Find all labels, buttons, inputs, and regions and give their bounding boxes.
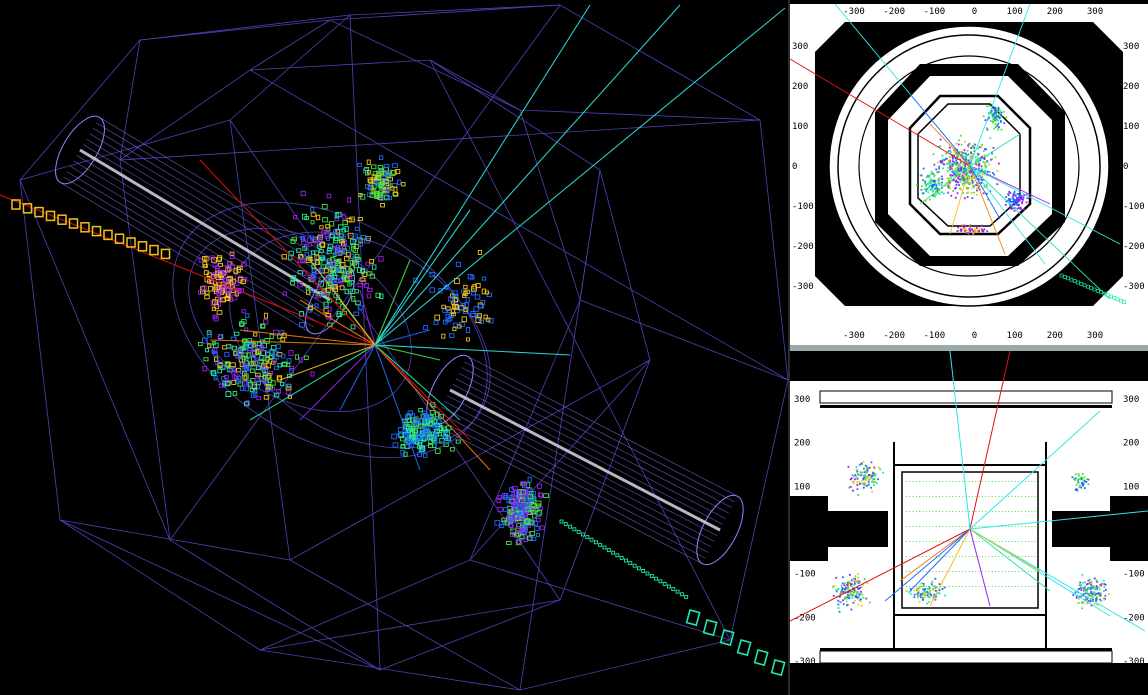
axis-tick-label: 200 — [1047, 331, 1063, 341]
axis-tick-label: -300 — [843, 331, 865, 341]
xy-end-view[interactable]: -300 -200 -100 0 100 200 300 -300 -200 -100 0 100 20… — [790, 4, 1148, 345]
axis-tick-label: -100 — [794, 570, 816, 580]
axis-tick-label: -300 — [823, 685, 845, 695]
rz-side-view[interactable]: -300 -200 -100 0 100 200 300 -300 -200 -100 0 100 20… — [790, 351, 1148, 695]
axis-tick-label: 100 — [792, 122, 808, 132]
axis-tick-label: 0 — [792, 162, 797, 172]
axis-tick-label: -200 — [868, 366, 890, 376]
axis-tick-label: -100 — [923, 7, 945, 17]
axis-tick-label: 0 — [1123, 162, 1128, 172]
axis-tick-label: 300 — [1087, 7, 1103, 17]
axis-tick-label: 300 — [1087, 331, 1103, 341]
axis-tick-label: 300 — [1098, 685, 1114, 695]
axis-tick-label: -100 — [792, 202, 814, 212]
axis-tick-label: 200 — [1053, 366, 1069, 376]
axis-tick-label: -300 — [794, 657, 816, 667]
view-separator — [788, 0, 790, 695]
axis-tick-label: -300 — [1123, 657, 1145, 667]
axis-tick-label: 100 — [1007, 685, 1023, 695]
axis-tick-label: -200 — [1123, 242, 1145, 252]
axis-tick-label: -300 — [1123, 282, 1145, 292]
axis-tick-label: 100 — [1007, 7, 1023, 17]
axis-tick-label: -200 — [794, 613, 816, 623]
axis-tick-label: 200 — [1123, 439, 1139, 449]
axis-tick-label: 100 — [1007, 366, 1023, 376]
axis-tick-label: -300 — [792, 282, 814, 292]
axis-tick-label: 200 — [1123, 82, 1139, 92]
axis-tick-label: 200 — [1047, 7, 1063, 17]
axis-tick-label: -200 — [1123, 613, 1145, 623]
rz-detector-geometry — [790, 351, 1148, 695]
axis-tick-label: 0 — [972, 7, 977, 17]
axis-tick-label: 300 — [794, 395, 810, 405]
axis-tick-label: 200 — [792, 82, 808, 92]
axis-tick-label: -100 — [914, 685, 936, 695]
xy-tracks — [790, 4, 1127, 304]
axis-tick-label: 0 — [972, 331, 977, 341]
particle-tracks — [0, 4, 786, 471]
rz-axes: -300 -200 -100 0 100 200 300 -300 -200 -100 0 100 20… — [794, 366, 1145, 695]
axis-tick-label: 200 — [1053, 685, 1069, 695]
axis-tick-label: 300 — [1123, 395, 1139, 405]
axis-tick-label: 100 — [1123, 122, 1139, 132]
beam-pipe — [55, 115, 744, 566]
rz-tracks — [790, 351, 1148, 632]
axis-tick-label: -300 — [843, 7, 865, 17]
axis-tick-label: 200 — [794, 439, 810, 449]
axis-tick-label: 0 — [1123, 526, 1128, 536]
xy-axes: -300 -200 -100 0 100 200 300 -300 -200 -100 0 100 20… — [792, 7, 1145, 341]
axis-tick-label: -200 — [883, 7, 905, 17]
axis-tick-label: 0 — [967, 366, 972, 376]
axis-tick-label: 100 — [1123, 482, 1139, 492]
axis-tick-label: 300 — [1098, 366, 1114, 376]
axis-tick-label: -300 — [823, 366, 845, 376]
axis-tick-label: -200 — [792, 242, 814, 252]
axis-tick-label: -200 — [868, 685, 890, 695]
axis-tick-label: -100 — [914, 366, 936, 376]
axis-tick-label: -100 — [1123, 202, 1145, 212]
view-separator — [790, 345, 1148, 351]
rz-hits — [832, 460, 1110, 613]
axis-tick-label: -200 — [883, 331, 905, 341]
event-display-3d-view[interactable] — [0, 0, 788, 695]
muon-chamber-hits — [11, 199, 786, 677]
axis-tick-label: 100 — [1007, 331, 1023, 341]
axis-tick-label: 300 — [792, 42, 808, 52]
axis-tick-label: -100 — [1123, 570, 1145, 580]
axis-tick-label: 300 — [1123, 42, 1139, 52]
calorimeter-hits — [198, 155, 550, 546]
axis-tick-label: -100 — [923, 331, 945, 341]
axis-tick-label: 100 — [794, 482, 810, 492]
axis-tick-label: 0 — [794, 526, 799, 536]
axis-tick-label: 0 — [967, 685, 972, 695]
